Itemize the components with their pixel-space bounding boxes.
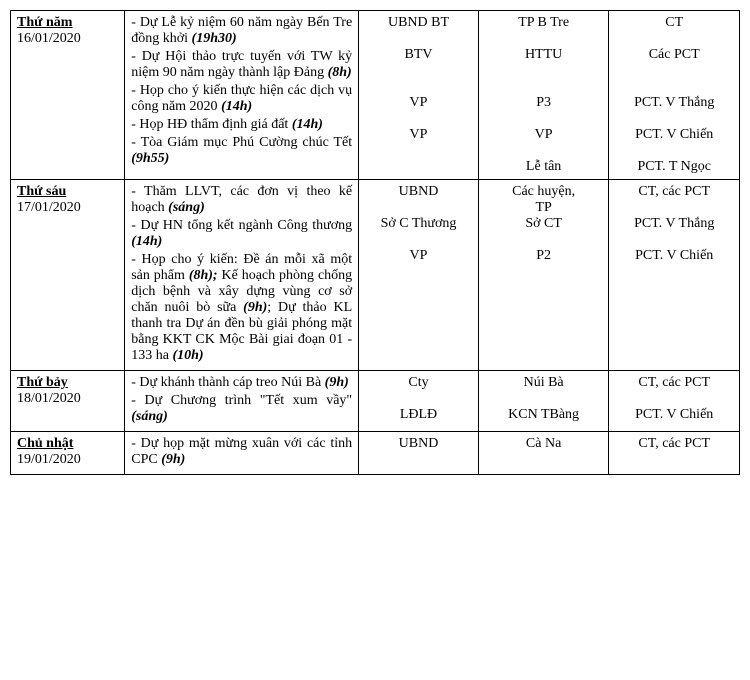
schedule-entry: - Dự Chương trình "Tết xum vầy" (sáng): [131, 393, 352, 425]
day-name: Thứ năm: [17, 15, 118, 31]
time-text: (10h): [172, 348, 203, 363]
org-cell: CtyLĐLĐ: [359, 371, 479, 432]
entry-text: - Dự khánh thành cáp treo Núi Bà: [131, 375, 324, 390]
time-text: (14h): [131, 234, 162, 249]
entry-text: - Dự Chương trình "Tết xum vầy": [131, 393, 352, 408]
schedule-entry: - Tòa Giám mục Phú Cường chúc Tết (9h55): [131, 135, 352, 167]
time-text: (sáng): [168, 200, 205, 215]
entry-text: - Dự Hội thảo trực tuyến với TW kỷ niệm …: [131, 49, 352, 80]
time-text: (19h30): [192, 31, 237, 46]
content-cell: - Dự khánh thành cáp treo Núi Bà (9h)- D…: [125, 371, 359, 432]
person-cell: CT, các PCT: [609, 432, 740, 475]
time-text: (sáng): [131, 409, 168, 424]
table-row: Thứ năm16/01/2020- Dự Lễ kỷ niệm 60 năm …: [11, 11, 740, 180]
person-cell: CT, các PCTPCT. V Chiến: [609, 371, 740, 432]
place-cell: Các huyện,TPSở CTP2: [478, 180, 609, 371]
day-cell: Thứ năm16/01/2020: [11, 11, 125, 180]
schedule-table: Thứ năm16/01/2020- Dự Lễ kỷ niệm 60 năm …: [10, 10, 740, 475]
schedule-entry: - Thăm LLVT, các đơn vị theo kế hoạch (s…: [131, 184, 352, 216]
day-cell: Thứ sáu17/01/2020: [11, 180, 125, 371]
person-cell: CTCác PCTPCT. V ThắngPCT. V ChiếnPCT. T …: [609, 11, 740, 180]
time-text: (8h): [328, 65, 352, 80]
schedule-entry: - Họp HĐ thẩm định giá đất (14h): [131, 117, 352, 133]
day-date: 16/01/2020: [17, 31, 118, 47]
day-name: Thứ bảy: [17, 375, 118, 391]
time-text: (14h): [292, 117, 323, 132]
time-text: (8h);: [189, 268, 218, 283]
place-cell: Núi BàKCN TBàng: [478, 371, 609, 432]
entry-text: - Dự HN tổng kết ngành Công thương: [131, 218, 352, 233]
place-cell: Cà Na: [478, 432, 609, 475]
table-row: Thứ sáu17/01/2020- Thăm LLVT, các đơn vị…: [11, 180, 740, 371]
entry-text: - Thăm LLVT, các đơn vị theo kế hoạch: [131, 184, 352, 215]
day-date: 18/01/2020: [17, 391, 118, 407]
content-cell: - Dự Lễ kỷ niệm 60 năm ngày Bến Tre đồng…: [125, 11, 359, 180]
day-name: Chủ nhật: [17, 436, 118, 452]
schedule-entry: - Dự khánh thành cáp treo Núi Bà (9h): [131, 375, 352, 391]
schedule-entry: - Dự họp mặt mừng xuân với các tỉnh CPC …: [131, 436, 352, 468]
place-cell: TP B TreHTTUP3VPLễ tân: [478, 11, 609, 180]
table-row: Chủ nhật19/01/2020- Dự họp mặt mừng xuân…: [11, 432, 740, 475]
content-cell: - Dự họp mặt mừng xuân với các tỉnh CPC …: [125, 432, 359, 475]
time-text: (9h): [161, 452, 185, 467]
entry-text: - Dự Lễ kỷ niệm 60 năm ngày Bến Tre đồng…: [131, 15, 352, 46]
org-cell: UBND: [359, 432, 479, 475]
person-cell: CT, các PCTPCT. V ThắngPCT. V Chiến: [609, 180, 740, 371]
entry-text: - Họp HĐ thẩm định giá đất: [131, 117, 292, 132]
day-date: 17/01/2020: [17, 200, 118, 216]
day-date: 19/01/2020: [17, 452, 118, 468]
schedule-entry: - Dự HN tổng kết ngành Công thương (14h): [131, 218, 352, 250]
content-cell: - Thăm LLVT, các đơn vị theo kế hoạch (s…: [125, 180, 359, 371]
schedule-entry: - Dự Hội thảo trực tuyến với TW kỷ niệm …: [131, 49, 352, 81]
time-text: (9h): [243, 300, 267, 315]
schedule-entry: - Họp cho ý kiến: Đề án mỗi xã một sản p…: [131, 252, 352, 364]
time-text: (9h): [325, 375, 349, 390]
time-text: (9h55): [131, 151, 169, 166]
schedule-entry: - Dự Lễ kỷ niệm 60 năm ngày Bến Tre đồng…: [131, 15, 352, 47]
entry-text: - Tòa Giám mục Phú Cường chúc Tết: [131, 135, 352, 150]
time-text: (14h): [221, 99, 252, 114]
day-name: Thứ sáu: [17, 184, 118, 200]
org-cell: UBND BTBTVVPVP: [359, 11, 479, 180]
table-row: Thứ bảy18/01/2020- Dự khánh thành cáp tr…: [11, 371, 740, 432]
schedule-entry: - Họp cho ý kiến thực hiện các dịch vụ c…: [131, 83, 352, 115]
day-cell: Thứ bảy18/01/2020: [11, 371, 125, 432]
table-body: Thứ năm16/01/2020- Dự Lễ kỷ niệm 60 năm …: [11, 11, 740, 475]
day-cell: Chủ nhật19/01/2020: [11, 432, 125, 475]
org-cell: UBNDSở C ThươngVP: [359, 180, 479, 371]
